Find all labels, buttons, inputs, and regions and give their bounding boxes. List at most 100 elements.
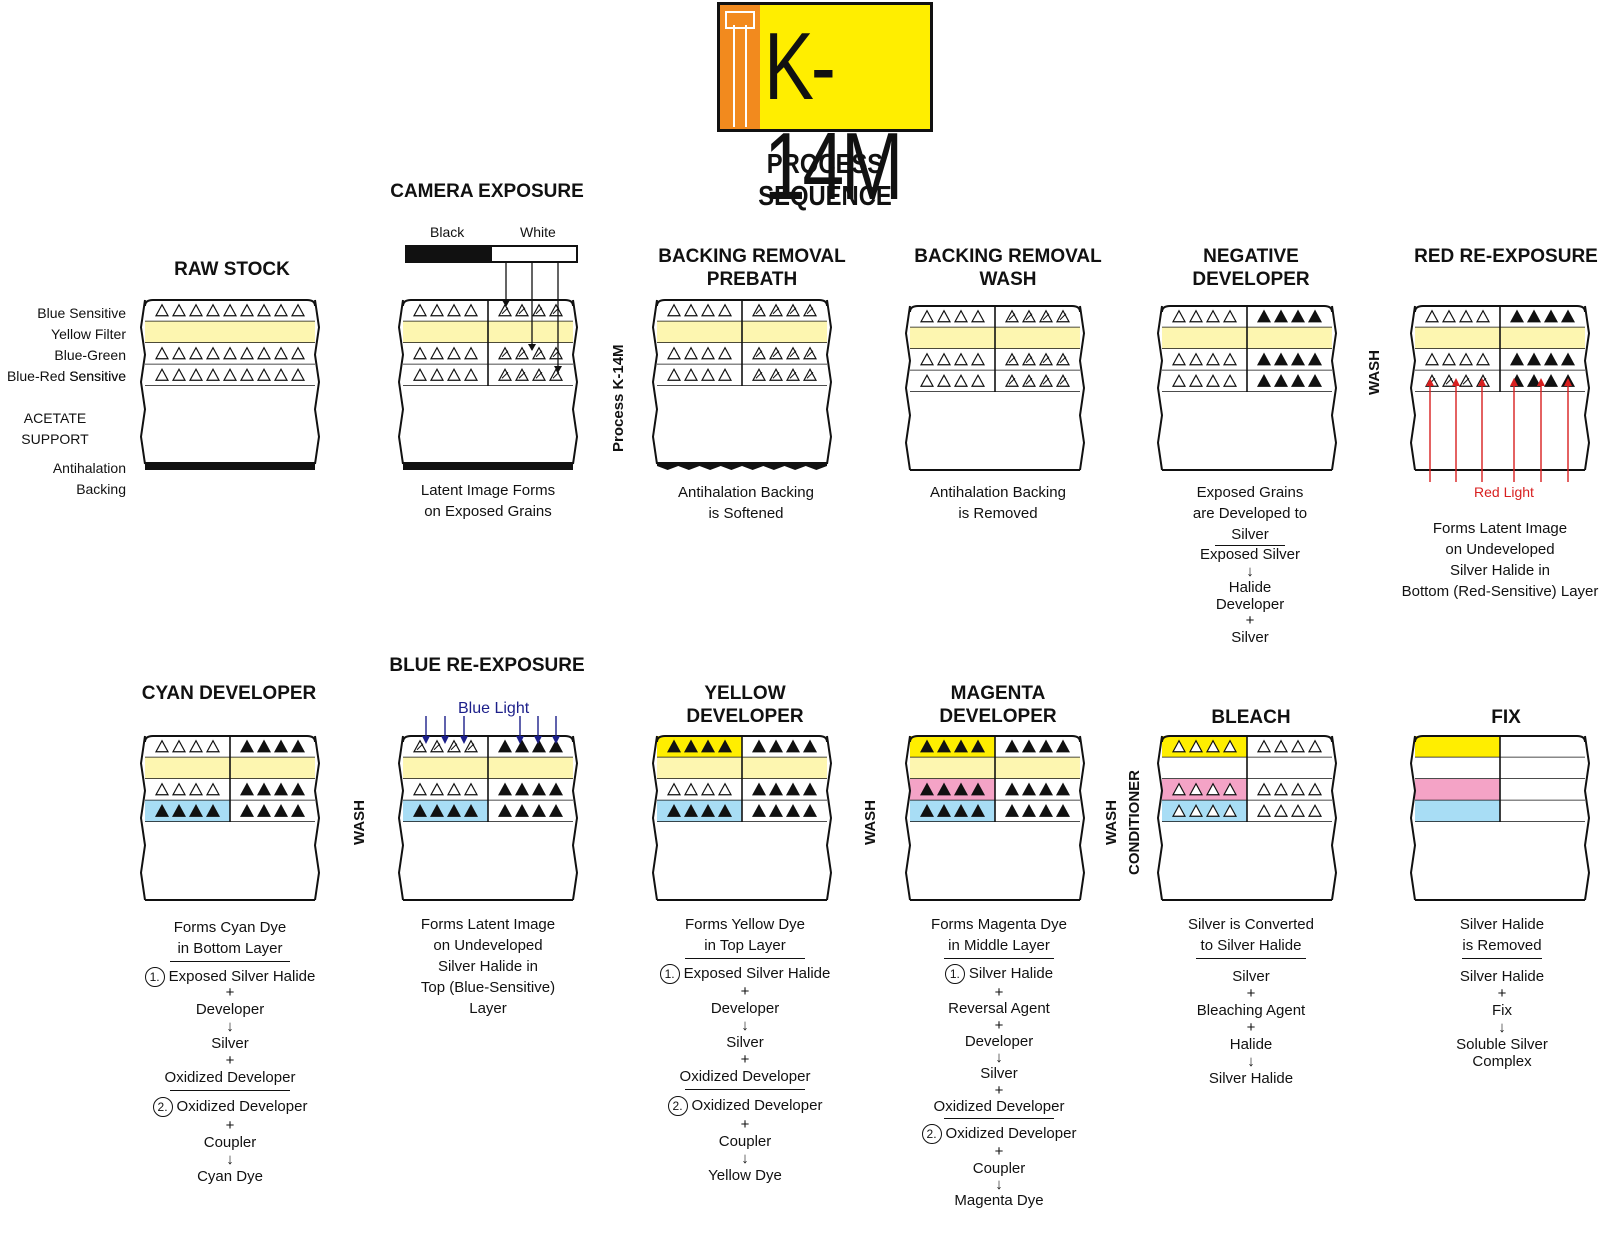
latent-image-mark <box>552 371 560 379</box>
silver-halide-grain <box>953 373 969 387</box>
eq-line: Silver <box>211 1035 249 1052</box>
developed-grain <box>1526 373 1542 387</box>
caption-rule <box>685 958 805 959</box>
developed-grain <box>1273 352 1289 366</box>
developed-grain <box>463 803 479 817</box>
eq-line: + <box>994 1143 1004 1161</box>
silver-halide-grain <box>717 782 733 796</box>
latent-image-mark <box>772 350 780 358</box>
silver-halide-grain <box>154 782 170 796</box>
film-layer-left <box>145 757 230 779</box>
silver-halide-grain <box>1222 309 1238 323</box>
developed-grain <box>1307 373 1323 387</box>
step-number: 2. <box>667 1096 688 1116</box>
caption-line: Silver Halide in <box>437 958 539 975</box>
silver-halide-grain <box>463 367 479 381</box>
silver-halide-grain <box>239 303 255 317</box>
eq-line: Developer <box>710 1000 780 1017</box>
film-layer-left <box>403 321 488 343</box>
latent-image-mark <box>1008 377 1016 385</box>
silver-halide-grain <box>446 346 462 360</box>
film-layer-left <box>910 327 995 349</box>
latent-image-mark <box>806 307 814 315</box>
film-layer-right <box>488 779 573 801</box>
silver-halide-grain <box>919 309 935 323</box>
silver-halide-grain <box>412 346 428 360</box>
silver-halide-grain <box>666 346 682 360</box>
film-left-edge <box>904 735 912 901</box>
arrow-head <box>422 736 430 744</box>
latent-image-mark <box>1025 377 1033 385</box>
silver-halide-grain <box>666 303 682 317</box>
latent-image-mark <box>450 743 458 751</box>
page-title: PROCESS SEQUENCE <box>758 148 892 211</box>
film-layer-right <box>742 364 827 386</box>
eq-line: Coupler <box>203 1134 257 1151</box>
silver-halide-grain <box>273 367 289 381</box>
caption-line: Silver <box>1231 526 1269 543</box>
film-layer-right <box>995 779 1080 801</box>
acetate-support <box>1415 392 1585 470</box>
silver-halide-grain <box>239 367 255 381</box>
developed-grain <box>953 782 969 796</box>
eq-line: Yellow Dye <box>708 1167 782 1184</box>
film-layer-left <box>910 736 995 758</box>
silver-halide-grain <box>1475 352 1491 366</box>
acetate-support <box>910 822 1080 900</box>
silver-halide-grain <box>666 367 682 381</box>
developed-grain <box>497 782 513 796</box>
caption-line: is Removed <box>1462 937 1542 954</box>
caption-line: in Bottom Layer <box>177 940 283 957</box>
stage-title-prebath: BACKING REMOVAL PREBATH <box>658 246 846 290</box>
caption-camera-exposure: Latent Image Forms on Exposed Grains <box>383 480 593 522</box>
latent-image-mark <box>755 350 763 358</box>
acetate-support <box>657 822 827 900</box>
silver-halide-grain <box>290 346 306 360</box>
film-left-edge <box>651 735 659 901</box>
silver-halide-grain <box>429 303 445 317</box>
eq-line: ↓ <box>226 1018 234 1035</box>
acetate-support <box>145 386 315 464</box>
eq-line: + <box>994 1016 1004 1034</box>
developed-grain <box>1021 803 1037 817</box>
eq-line: ↓ <box>1246 562 1254 580</box>
eq-line: Exposed Silver <box>1199 546 1301 563</box>
antihalation-backing <box>145 462 315 470</box>
arrow-head <box>528 344 536 351</box>
eq-line: Oxidized Developer <box>679 1068 811 1085</box>
silver-halide-grain <box>1424 309 1440 323</box>
film-layer-right <box>1247 349 1332 371</box>
stage-title-yellow-developer: YELLOW DEVELOPER <box>686 683 804 727</box>
film-layer-right <box>488 300 573 322</box>
caption-line: in Middle Layer <box>948 937 1050 954</box>
developed-grain <box>205 803 221 817</box>
film-layer <box>145 321 315 343</box>
caption-line: Silver Halide <box>1459 916 1545 933</box>
film-right-edge <box>1078 735 1086 901</box>
developed-grain <box>1256 352 1272 366</box>
arrow-head <box>502 300 510 307</box>
film-layer-right <box>1500 757 1585 779</box>
film-left-edge <box>139 735 147 901</box>
eq-line: Developer <box>195 1001 265 1018</box>
eq-line: Silver Halide <box>968 965 1054 982</box>
caption-line: Forms Cyan Dye <box>173 919 287 936</box>
film-right-edge <box>1078 305 1086 471</box>
developed-grain <box>273 803 289 817</box>
film-left-edge <box>1409 735 1417 901</box>
eq-line: + <box>225 1117 235 1134</box>
silver-halide-grain <box>463 782 479 796</box>
step-number: 1. <box>144 967 165 987</box>
silver-halide-grain <box>919 352 935 366</box>
eq-line: Magenta Dye <box>954 1192 1044 1210</box>
latent-image-mark <box>772 307 780 315</box>
caption-rule <box>170 1090 290 1091</box>
developed-grain <box>1543 352 1559 366</box>
silver-halide-grain <box>700 367 716 381</box>
developed-grain <box>802 782 818 796</box>
eq-line: Silver <box>1232 968 1270 985</box>
eq-line: Complex <box>1472 1053 1532 1070</box>
silver-halide-grain <box>1256 739 1272 753</box>
caption-rule <box>944 958 1054 959</box>
stage-title-raw-stock: RAW STOCK <box>174 259 290 280</box>
